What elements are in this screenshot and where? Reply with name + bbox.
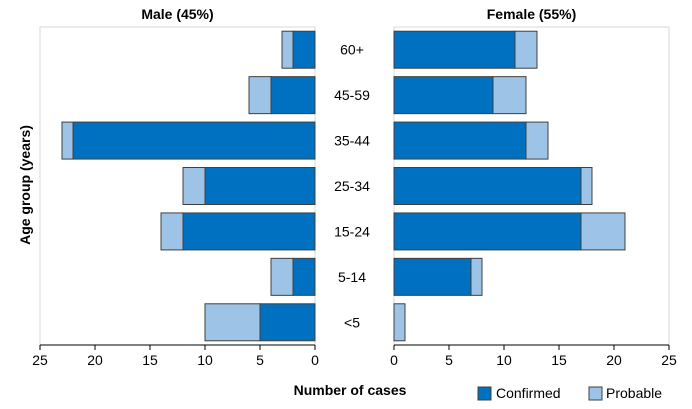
male-tick-label: 0 [311,352,319,368]
male-bar-confirmed [292,257,316,296]
male-bar-confirmed [182,212,316,251]
male-bar-probable [281,30,294,69]
x-axis-title: Number of cases [294,382,407,398]
female-panel: Female (55%) 0 5 10 15 20 25 [390,6,677,368]
male-bar-probable [160,212,184,251]
female-tick-label: 10 [496,352,512,368]
legend-probable-label: Probable [606,385,662,401]
age-group-labels: 60+ 45-59 35-44 25-34 15-24 5-14 <5 [334,42,370,331]
male-bar-confirmed [292,30,316,69]
age-group-label: 60+ [340,42,364,58]
age-group-label: 35-44 [334,133,370,149]
male-x-ticks: 0 5 10 15 20 25 [32,345,319,368]
female-panel-title: Female (55%) [487,6,576,22]
female-bar-confirmed [393,121,527,160]
age-group-label: 15-24 [334,223,370,239]
female-bar-probable [492,76,527,115]
male-bar-probable [204,303,261,342]
female-x-ticks: 0 5 10 15 20 25 [390,345,677,368]
y-axis-title: Age group (years) [17,125,33,245]
female-bar-probable [525,121,549,160]
legend-confirmed-label: Confirmed [496,385,561,401]
male-tick-label: 10 [197,352,213,368]
female-tick-label: 5 [445,352,453,368]
male-tick-label: 25 [32,352,48,368]
male-bar-confirmed [259,303,316,342]
legend-confirmed-swatch [477,386,492,401]
female-bar-confirmed [393,257,472,296]
male-bar-probable [182,167,206,205]
male-panel: Male (45%) 0 5 10 15 20 25 [32,6,319,368]
female-bar-probable [470,257,483,296]
legend-probable-swatch [588,386,603,401]
age-group-label: 5-14 [338,269,366,285]
female-bar-confirmed [393,30,516,69]
male-bar-probable [61,121,74,160]
female-bar-probable [393,303,406,342]
female-tick-label: 15 [551,352,567,368]
age-group-label: 25-34 [334,178,370,194]
male-bar-confirmed [72,121,316,160]
female-bar-probable [580,212,626,251]
male-tick-label: 15 [142,352,158,368]
male-bar-probable [270,257,294,296]
female-tick-label: 0 [390,352,398,368]
female-bar-probable [514,30,538,69]
female-bar-probable [580,167,593,205]
age-group-label: 45-59 [334,87,370,103]
female-bars [393,30,626,342]
age-group-label: <5 [344,314,360,330]
male-bar-probable [248,76,272,115]
female-bar-confirmed [393,167,582,205]
legend: Confirmed Probable [477,385,662,401]
male-panel-title: Male (45%) [141,6,213,22]
male-tick-label: 5 [256,352,264,368]
male-bar-confirmed [270,76,316,115]
male-bars [61,30,316,342]
female-tick-label: 20 [606,352,622,368]
female-bar-confirmed [393,212,582,251]
female-tick-label: 25 [661,352,677,368]
male-tick-label: 20 [87,352,103,368]
female-bar-confirmed [393,76,494,115]
male-bar-confirmed [204,167,316,205]
